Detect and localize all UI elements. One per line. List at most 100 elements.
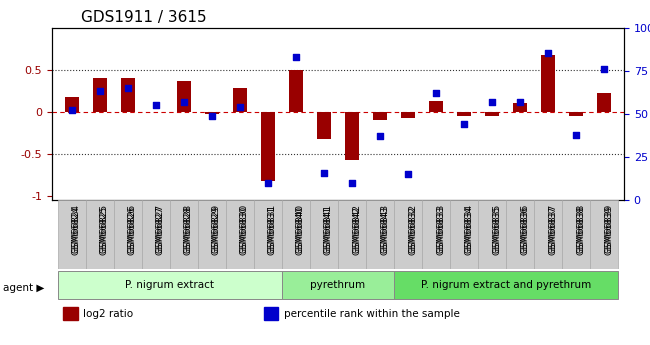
Text: GSM66836: GSM66836 [520,206,529,255]
Text: GSM66833: GSM66833 [436,206,445,255]
Text: GSM66839: GSM66839 [604,206,614,255]
Bar [429,101,443,112]
Text: log2 ratio: log2 ratio [83,309,134,318]
Bar [597,93,612,112]
Point [431,90,441,96]
Text: GSM66832: GSM66832 [408,204,417,253]
Text: GSM66830: GSM66830 [240,204,249,253]
Text: GDS1911 / 3615: GDS1911 / 3615 [81,10,206,25]
Point [515,99,525,105]
Text: pyrethrum: pyrethrum [311,280,365,289]
Text: GSM66840: GSM66840 [296,206,305,255]
FancyBboxPatch shape [282,270,394,298]
Text: GSM66828: GSM66828 [184,206,193,255]
FancyBboxPatch shape [506,200,534,269]
Text: GSM66824: GSM66824 [72,204,81,253]
Text: GSM66841: GSM66841 [324,206,333,255]
Text: GSM66837: GSM66837 [549,206,557,255]
FancyBboxPatch shape [450,200,478,269]
Text: GSM66826: GSM66826 [127,204,136,253]
FancyBboxPatch shape [58,270,282,298]
Bar [177,81,191,112]
Bar [289,70,303,112]
Point [347,180,358,186]
Text: GSM66829: GSM66829 [212,206,221,255]
Bar [401,112,415,118]
Text: GSM66834: GSM66834 [464,204,473,253]
Text: P. nigrum extract and pyrethrum: P. nigrum extract and pyrethrum [421,280,592,289]
FancyBboxPatch shape [562,200,590,269]
Point [263,180,273,186]
FancyBboxPatch shape [86,200,114,269]
Point [403,171,413,177]
Point [318,170,329,175]
Point [291,54,301,60]
FancyBboxPatch shape [254,200,282,269]
FancyBboxPatch shape [394,270,618,298]
FancyBboxPatch shape [590,200,618,269]
Text: GSM66835: GSM66835 [492,204,501,253]
Bar [569,112,583,116]
Point [459,121,469,127]
Point [571,132,582,137]
Text: GSM66842: GSM66842 [352,206,361,255]
Point [375,134,385,139]
FancyBboxPatch shape [114,200,142,269]
Text: GSM66829: GSM66829 [212,204,221,253]
FancyBboxPatch shape [58,200,86,269]
Point [207,113,217,118]
Point [66,108,77,113]
FancyBboxPatch shape [226,200,254,269]
FancyBboxPatch shape [282,200,310,269]
Bar [514,104,527,112]
Bar [261,112,275,181]
FancyBboxPatch shape [366,200,394,269]
FancyBboxPatch shape [142,200,170,269]
Point [151,102,161,108]
FancyBboxPatch shape [478,200,506,269]
Bar [345,112,359,160]
Text: GSM66831: GSM66831 [268,204,277,253]
Text: P. nigrum extract: P. nigrum extract [125,280,214,289]
Text: GSM66826: GSM66826 [127,206,136,255]
Point [94,89,105,94]
Text: GSM66834: GSM66834 [464,206,473,255]
Bar [93,78,107,112]
FancyBboxPatch shape [394,200,422,269]
Text: GSM66825: GSM66825 [99,206,109,255]
Text: GSM66824: GSM66824 [72,206,81,255]
Point [543,51,554,56]
Text: GSM66827: GSM66827 [156,206,164,255]
FancyBboxPatch shape [422,200,450,269]
Text: GSM66842: GSM66842 [352,204,361,253]
Bar [64,97,79,112]
Text: agent ▶: agent ▶ [3,283,45,293]
Bar [317,112,331,139]
Text: GSM66838: GSM66838 [577,206,586,255]
Text: GSM66836: GSM66836 [520,204,529,253]
FancyBboxPatch shape [170,200,198,269]
Bar [264,307,278,320]
Text: GSM66835: GSM66835 [492,206,501,255]
Text: GSM66837: GSM66837 [549,204,557,253]
Bar [233,88,247,112]
Text: GSM66825: GSM66825 [99,204,109,253]
Point [235,104,245,110]
Bar [457,112,471,116]
Text: GSM66838: GSM66838 [577,204,586,253]
Text: GSM66843: GSM66843 [380,206,389,255]
Text: GSM66827: GSM66827 [156,204,164,253]
Point [487,99,497,105]
Text: GSM66833: GSM66833 [436,204,445,253]
FancyBboxPatch shape [534,200,562,269]
Point [599,66,610,72]
Text: GSM66839: GSM66839 [604,204,614,253]
Bar [121,78,135,112]
Text: GSM66830: GSM66830 [240,206,249,255]
Bar [205,112,219,114]
FancyBboxPatch shape [310,200,338,269]
Text: GSM66840: GSM66840 [296,204,305,253]
FancyBboxPatch shape [198,200,226,269]
Text: GSM66832: GSM66832 [408,206,417,255]
Point [122,85,133,91]
